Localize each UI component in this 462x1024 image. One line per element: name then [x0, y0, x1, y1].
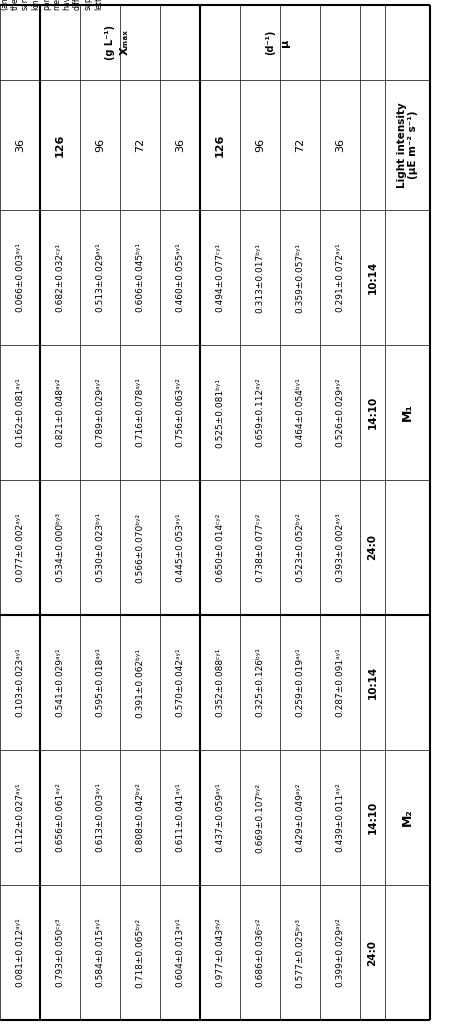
- Text: 0.789±0.029ᵃʸ²: 0.789±0.029ᵃʸ²: [96, 378, 104, 447]
- Text: 10:14: 10:14: [367, 666, 377, 699]
- Text: 0.977±0.043ᵈʸ²: 0.977±0.043ᵈʸ²: [215, 918, 225, 987]
- Text: 0.287±0.091ᵃʸ¹: 0.287±0.091ᵃʸ¹: [335, 647, 345, 718]
- Text: 0.718±0.065ᵇʸ²: 0.718±0.065ᵇʸ²: [135, 918, 145, 987]
- Text: M₂: M₂: [401, 809, 414, 826]
- Text: 0.112±0.027ᵃʸ¹: 0.112±0.027ᵃʸ¹: [16, 782, 24, 852]
- Text: µ: µ: [280, 38, 290, 47]
- Text: 0.541±0.029ᵃʸ¹: 0.541±0.029ᵃʸ¹: [55, 648, 65, 718]
- Text: Light intensity
(μE m⁻² s⁻¹): Light intensity (μE m⁻² s⁻¹): [397, 102, 418, 187]
- Text: 0.656±0.061ᵃʸ²: 0.656±0.061ᵃʸ²: [55, 782, 65, 852]
- Text: 96: 96: [95, 138, 105, 152]
- Text: 0.584±0.015ᵃʸ¹: 0.584±0.015ᵃʸ¹: [96, 918, 104, 987]
- Text: 0.570±0.042ᵃʸ¹: 0.570±0.042ᵃʸ¹: [176, 648, 184, 718]
- Text: 24:0: 24:0: [367, 535, 377, 560]
- Text: 0.613±0.003ᵃʸ¹: 0.613±0.003ᵃʸ¹: [96, 782, 104, 852]
- Text: 0.393±0.002ᵃʸ³: 0.393±0.002ᵃʸ³: [335, 513, 345, 583]
- Text: 0.686±0.036ᶜʸ²: 0.686±0.036ᶜʸ²: [255, 918, 265, 987]
- Text: 0.391±0.062ᵇʸ¹: 0.391±0.062ᵇʸ¹: [135, 647, 145, 718]
- Text: 96: 96: [255, 138, 265, 152]
- Text: 0.313±0.017ᵇʸ¹: 0.313±0.017ᵇʸ¹: [255, 243, 265, 312]
- Text: (d⁻¹): (d⁻¹): [265, 30, 275, 55]
- Text: 0.682±0.032ᶜʸ¹: 0.682±0.032ᶜʸ¹: [55, 243, 65, 312]
- Text: 126: 126: [55, 133, 65, 157]
- Text: 0.606±0.045ᵇʸ¹: 0.606±0.045ᵇʸ¹: [135, 243, 145, 312]
- Text: 0.513±0.029ᵃʸ¹: 0.513±0.029ᵃʸ¹: [96, 243, 104, 312]
- Text: 0.103±0.023ᵃʸ¹: 0.103±0.023ᵃʸ¹: [16, 647, 24, 718]
- Text: 0.162±0.081ᵃʸ¹: 0.162±0.081ᵃʸ¹: [16, 378, 24, 447]
- Text: 0.738±0.077ᶜʸ²: 0.738±0.077ᶜʸ²: [255, 513, 265, 583]
- Text: 0.530±0.023ᵇʸ¹: 0.530±0.023ᵇʸ¹: [96, 512, 104, 583]
- Text: 0.808±0.042ᵇʸ²: 0.808±0.042ᵇʸ²: [135, 782, 145, 852]
- Text: 0.077±0.002ᵃʸ¹: 0.077±0.002ᵃʸ¹: [16, 513, 24, 583]
- Text: 0.291±0.072ᵃʸ¹: 0.291±0.072ᵃʸ¹: [335, 243, 345, 312]
- Text: 0.494±0.077ᶜʸ¹: 0.494±0.077ᶜʸ¹: [215, 243, 225, 312]
- Text: 0.577±0.025ᵇʸ³: 0.577±0.025ᵇʸ³: [296, 918, 304, 987]
- Text: 0.399±0.029ᵃʸ²: 0.399±0.029ᵃʸ²: [335, 918, 345, 987]
- Text: 0.525±0.081ᵇʸ¹: 0.525±0.081ᵇʸ¹: [215, 378, 225, 447]
- Text: 126: 126: [215, 133, 225, 157]
- Text: 0.445±0.053ᵃʸ¹: 0.445±0.053ᵃʸ¹: [176, 513, 184, 583]
- Text: 0.669±0.107ᵇʸ²: 0.669±0.107ᵇʸ²: [255, 782, 265, 853]
- Text: 0.437±0.059ᵃʸ¹: 0.437±0.059ᵃʸ¹: [215, 782, 225, 852]
- Text: 0.259±0.019ᵃʸ¹: 0.259±0.019ᵃʸ¹: [296, 647, 304, 718]
- Text: M₁: M₁: [401, 403, 414, 422]
- Text: 0.352±0.088ᶜʸ¹: 0.352±0.088ᶜʸ¹: [215, 648, 225, 717]
- Text: 0.439±0.011ᵃʸ²: 0.439±0.011ᵃʸ²: [335, 782, 345, 852]
- Text: 24:0: 24:0: [367, 939, 377, 966]
- Text: 0.604±0.013ᵃʸ¹: 0.604±0.013ᵃʸ¹: [176, 918, 184, 987]
- Text: 0.611±0.041ᵃʸ¹: 0.611±0.041ᵃʸ¹: [176, 782, 184, 852]
- Text: 0.359±0.057ᵇʸ¹: 0.359±0.057ᵇʸ¹: [296, 243, 304, 312]
- Text: 0.595±0.018ᵃʸ¹: 0.595±0.018ᵃʸ¹: [96, 647, 104, 718]
- Text: 10:14: 10:14: [367, 261, 377, 294]
- Text: Values are mean ± s.d. of two independent experiments; within the same column (a: Values are mean ± s.d. of two independen…: [0, 0, 103, 10]
- Text: 0.464±0.054ᵇʸ¹: 0.464±0.054ᵇʸ¹: [296, 378, 304, 447]
- Text: 72: 72: [295, 138, 305, 153]
- Text: 0.429±0.049ᵃʸ²: 0.429±0.049ᵃʸ²: [296, 782, 304, 852]
- Text: 0.526±0.029ᵃʸ²: 0.526±0.029ᵃʸ²: [335, 378, 345, 447]
- Text: 14:10: 14:10: [367, 801, 377, 835]
- Text: 0.821±0.048ᵃʸ²: 0.821±0.048ᵃʸ²: [55, 378, 65, 447]
- Text: 0.756±0.063ᵃʸ²: 0.756±0.063ᵃʸ²: [176, 378, 184, 447]
- Text: 14:10: 14:10: [367, 396, 377, 429]
- Text: 0.066±0.003ᵃʸ¹: 0.066±0.003ᵃʸ¹: [16, 243, 24, 312]
- Text: 36: 36: [335, 138, 345, 152]
- Text: 36: 36: [175, 138, 185, 152]
- Text: Xₘₐₓ: Xₘₐₓ: [120, 30, 130, 55]
- Text: 0.566±0.070ᵇʸ²: 0.566±0.070ᵇʸ²: [135, 512, 145, 583]
- Text: 0.650±0.014ᶜʸ²: 0.650±0.014ᶜʸ²: [215, 513, 225, 583]
- Text: 0.460±0.055ᵃʸ¹: 0.460±0.055ᵃʸ¹: [176, 243, 184, 312]
- Text: 0.793±0.050ᶜʸ³: 0.793±0.050ᶜʸ³: [55, 918, 65, 987]
- Text: 0.523±0.052ᵇʸ²: 0.523±0.052ᵇʸ²: [296, 513, 304, 583]
- Text: 36: 36: [15, 138, 25, 152]
- Text: 0.325±0.126ᵇʸ¹: 0.325±0.126ᵇʸ¹: [255, 647, 265, 718]
- Text: 72: 72: [135, 138, 145, 153]
- Text: 0.659±0.112ᵃʸ²: 0.659±0.112ᵃʸ²: [255, 378, 265, 447]
- Text: 0.534±0.000ᵇʸ³: 0.534±0.000ᵇʸ³: [55, 512, 65, 583]
- Text: (g L⁻¹): (g L⁻¹): [105, 25, 115, 60]
- Text: 0.716±0.078ᵃʸ¹: 0.716±0.078ᵃʸ¹: [135, 378, 145, 447]
- Text: 0.081±0.012ᵃʸ¹: 0.081±0.012ᵃʸ¹: [16, 918, 24, 987]
